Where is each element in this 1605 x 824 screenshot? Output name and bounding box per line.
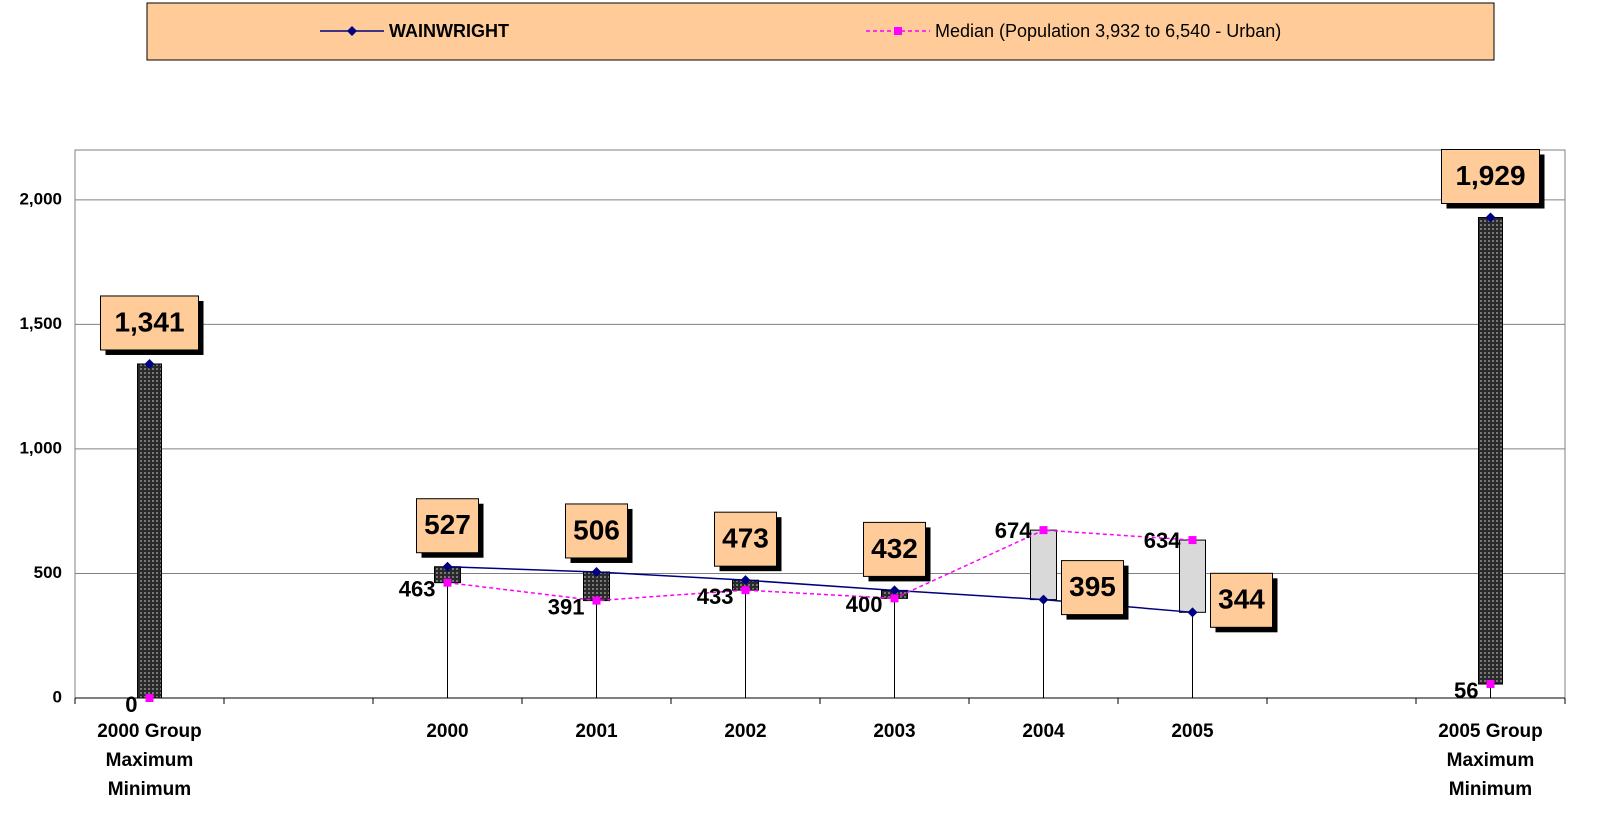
data-label: 506 xyxy=(573,514,620,545)
series-line xyxy=(447,529,1193,602)
marker xyxy=(144,358,155,369)
marker xyxy=(890,594,899,603)
y-tick-label: 500 xyxy=(34,563,62,582)
data-label: 432 xyxy=(871,533,918,564)
x-tick-label: 2005 Group Maximum Minimum xyxy=(1438,721,1543,800)
data-label: 391 xyxy=(548,594,585,619)
range-bar xyxy=(1478,217,1503,685)
legend-label: WAINWRIGHT xyxy=(389,21,509,41)
data-label: 527 xyxy=(424,509,471,540)
y-tick-label: 0 xyxy=(53,687,62,706)
data-label: 634 xyxy=(1144,528,1181,553)
data-label: 56 xyxy=(1454,678,1478,703)
x-tick-label: 2004 xyxy=(1022,721,1065,742)
label-box xyxy=(416,498,479,554)
label-box xyxy=(1061,560,1124,616)
x-tick-label: 2001 xyxy=(575,721,618,742)
marker xyxy=(591,566,602,577)
legend-marker xyxy=(347,26,357,36)
data-label: 1,929 xyxy=(1455,160,1525,191)
down-bar xyxy=(1179,539,1206,613)
marker xyxy=(145,694,154,702)
data-label: 463 xyxy=(399,576,436,601)
data-label: 433 xyxy=(697,584,734,609)
data-label: 400 xyxy=(846,592,883,617)
down-bar xyxy=(1030,529,1057,601)
legend-marker xyxy=(894,27,902,35)
marker xyxy=(443,578,452,587)
marker xyxy=(1038,594,1049,605)
data-label: 0 xyxy=(125,692,137,717)
data-label: 674 xyxy=(995,518,1032,543)
marker xyxy=(442,561,453,572)
label-box xyxy=(863,521,926,577)
plot-frame xyxy=(74,149,1566,699)
data-label: 1,341 xyxy=(114,306,184,337)
label-box xyxy=(1210,572,1273,628)
marker xyxy=(1485,212,1496,223)
label-box xyxy=(714,511,777,567)
y-tick-label: 1,000 xyxy=(19,438,62,457)
x-tick-label: 2005 xyxy=(1171,721,1214,742)
label-box xyxy=(1441,149,1540,205)
marker xyxy=(1039,526,1048,535)
y-tick-label: 2,000 xyxy=(19,189,62,208)
legend-label: Median (Population 3,932 to 6,540 - Urba… xyxy=(935,21,1281,41)
x-tick-label: 2000 Group Maximum Minimum xyxy=(97,721,202,800)
label-box xyxy=(100,295,199,351)
x-tick-label: 2000 xyxy=(426,721,468,742)
x-tick-label: 2003 xyxy=(873,721,915,742)
marker xyxy=(741,586,750,595)
x-tick-label: 2002 xyxy=(724,721,766,742)
y-tick-label: 1,500 xyxy=(19,314,62,333)
data-label: 395 xyxy=(1069,571,1116,602)
data-label: 344 xyxy=(1218,584,1265,615)
marker xyxy=(1188,536,1197,545)
range-bar xyxy=(137,363,162,699)
label-box xyxy=(565,503,628,559)
data-label: 473 xyxy=(722,523,769,554)
marker xyxy=(1187,607,1198,618)
marker xyxy=(592,596,601,605)
marker xyxy=(889,585,900,596)
marker xyxy=(740,575,751,586)
marker xyxy=(1486,680,1495,689)
